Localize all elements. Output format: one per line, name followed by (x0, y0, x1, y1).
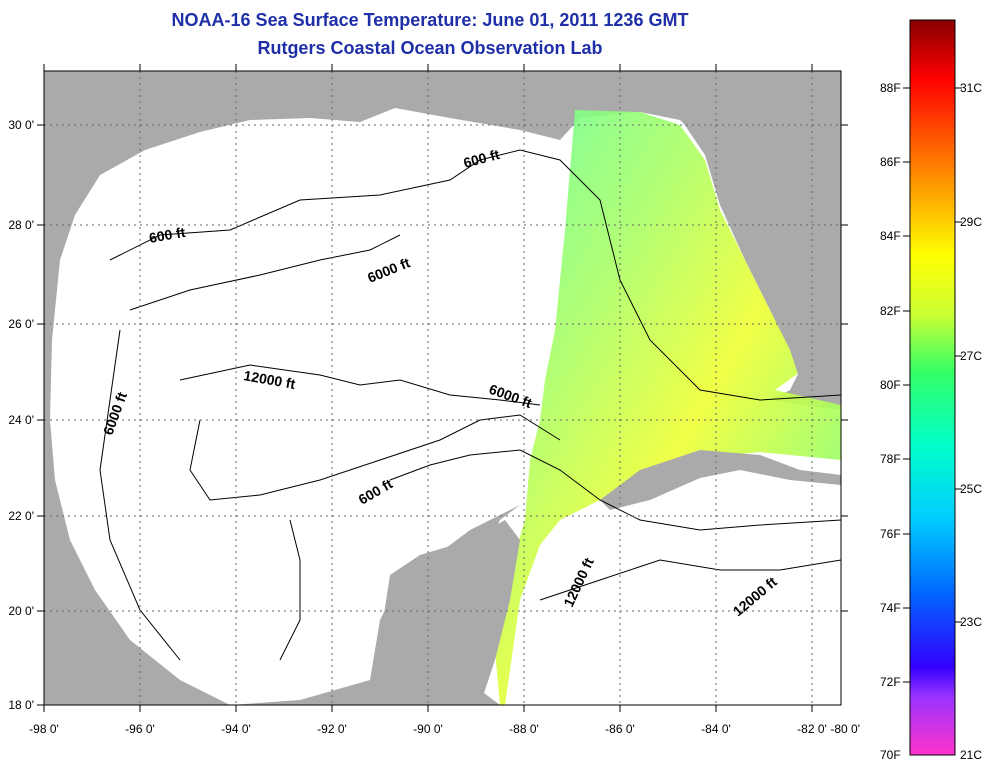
lat-label: 20 0' (8, 604, 34, 618)
c-label: 21C (960, 748, 982, 762)
caribbean-water (520, 455, 841, 705)
lat-lon-grid (44, 71, 841, 705)
celsius-scale: 31C 29C 27C 25C 23C 21C (960, 81, 982, 762)
lon-label: -98 0' (29, 722, 59, 736)
lon-label: -86 0' (605, 722, 635, 736)
lon-label: -94 0' (221, 722, 251, 736)
f-label: 74F (880, 601, 901, 615)
c-label: 23C (960, 615, 982, 629)
temperature-colorbar (909, 19, 956, 756)
contour-label: 600 ft (148, 224, 187, 246)
c-label: 29C (960, 215, 982, 229)
f-label: 86F (880, 155, 901, 169)
lat-label: 26 0' (8, 317, 34, 331)
f-label: 70F (880, 748, 901, 762)
lat-label: 28 0' (8, 218, 34, 232)
f-label: 88F (880, 81, 901, 95)
lat-label: 30 0' (8, 118, 34, 132)
lon-label: -96 0' (125, 722, 155, 736)
f-label: 84F (880, 229, 901, 243)
f-label: 72F (880, 675, 901, 689)
sst-data-swath (495, 110, 841, 705)
lat-label: 22 0' (8, 509, 34, 523)
lat-label: 24 0' (8, 413, 34, 427)
cuba-land (600, 450, 841, 510)
f-label: 78F (880, 452, 901, 466)
lon-label: -90 0' (413, 722, 443, 736)
lat-label: 18 0' (8, 698, 34, 712)
bathymetry-contours (99, 149, 841, 661)
axis-ticks (37, 64, 848, 712)
c-label: 27C (960, 349, 982, 363)
c-label: 31C (960, 81, 982, 95)
map-title: NOAA-16 Sea Surface Temperature: June 01… (171, 10, 689, 30)
f-label: 80F (880, 378, 901, 392)
lon-label: -88 0' (509, 722, 539, 736)
c-label: 25C (960, 482, 982, 496)
map-subtitle: Rutgers Coastal Ocean Observation Lab (257, 38, 603, 58)
f-label: 76F (880, 527, 901, 541)
f-label: 82F (880, 304, 901, 318)
lon-label: -84 0' (701, 722, 731, 736)
map-frame (43, 70, 842, 706)
fahrenheit-scale: 88F 86F 84F 82F 80F 78F 76F 74F 72F 70F (880, 81, 901, 762)
lon-label: -80 0' (830, 722, 860, 736)
lon-label: -82 0' (797, 722, 827, 736)
yucatan-land (370, 520, 520, 705)
florida-land (680, 110, 841, 400)
lon-label: -92 0' (317, 722, 347, 736)
